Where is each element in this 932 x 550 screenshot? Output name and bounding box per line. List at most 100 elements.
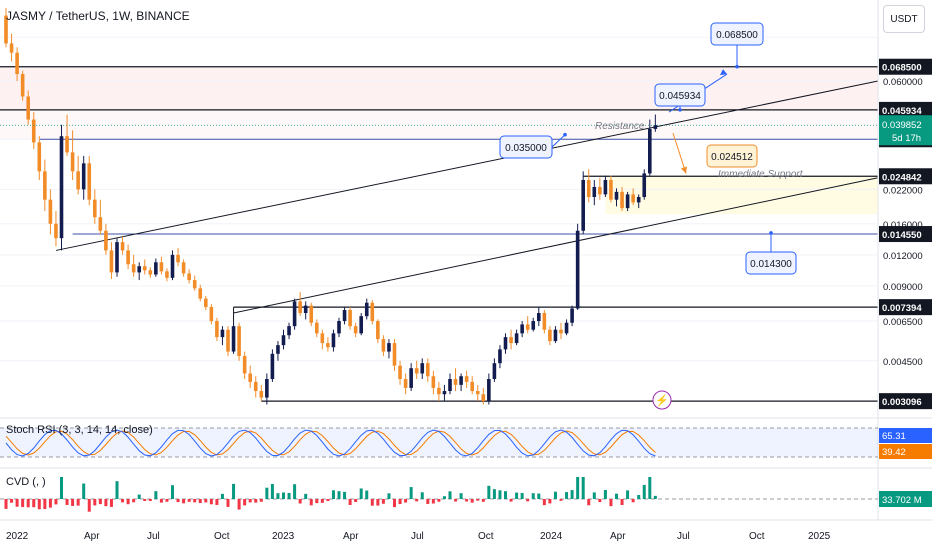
target-0459-callout-text: 0.045934 (659, 91, 701, 102)
candle-body (642, 173, 647, 198)
target-0685-callout: 0.068500 (710, 22, 764, 46)
candle (76, 155, 80, 195)
candle (20, 70, 25, 101)
cvd-bar (648, 477, 652, 499)
level-price-tag: 0.024842 (879, 168, 932, 185)
cvd-bar (87, 499, 91, 512)
candle-body (237, 326, 241, 357)
cvd-bar (359, 488, 363, 499)
candle (525, 316, 530, 334)
candle-body (320, 333, 325, 344)
candle-body (226, 329, 230, 352)
cvd-bar (276, 493, 280, 499)
target-0459-callout: 0.045934 (654, 83, 706, 107)
candle (231, 322, 236, 354)
candle-body (192, 280, 197, 289)
candle (570, 305, 574, 327)
cvd-bar (442, 496, 446, 499)
cvd-bar (515, 492, 519, 499)
cvd-bar (581, 477, 585, 499)
candle-body (220, 329, 225, 338)
cvd-bar (71, 499, 75, 506)
candle (581, 171, 585, 235)
cvd-bar (387, 493, 391, 499)
level-tag-bg (879, 393, 932, 410)
candle-body (631, 194, 635, 203)
candle-body (442, 391, 447, 395)
candle-body (376, 321, 380, 340)
candle (342, 307, 347, 325)
candle (326, 337, 330, 352)
candle (31, 112, 36, 149)
x-tick-label: Jul (147, 531, 160, 542)
candle (181, 259, 186, 277)
candle (43, 159, 47, 212)
candle-body (520, 324, 524, 334)
candle-body (253, 381, 258, 392)
candle-body (609, 179, 613, 200)
cvd-bar (215, 499, 219, 505)
candle (98, 199, 103, 235)
candle-body (448, 379, 452, 392)
candle-body (248, 373, 252, 382)
candle (392, 339, 397, 371)
x-tick-label: Jul (411, 531, 424, 542)
candle (142, 259, 147, 275)
level-tag-text: 0.024842 (882, 172, 922, 183)
candle-body (259, 391, 264, 398)
stoch-rsi-label: Stoch RSI (3, 3, 14, 14, close) (6, 424, 153, 436)
cvd-bar (448, 491, 452, 499)
candle (481, 387, 486, 405)
candle-body (31, 119, 36, 143)
x-tick-label: Oct (749, 531, 765, 542)
candle-body (43, 171, 47, 200)
x-tick-label: 2022 (6, 531, 29, 542)
cvd-bar (198, 499, 202, 504)
candle (653, 114, 658, 132)
candle-body (215, 321, 219, 338)
candle-body (614, 191, 619, 200)
candle (54, 211, 58, 247)
cvd-bar (631, 499, 635, 503)
cvd-bar (82, 483, 86, 499)
candle (320, 329, 325, 350)
candle-body (54, 223, 58, 239)
candle (159, 256, 164, 275)
candle (265, 373, 269, 405)
level-tag-text: 0.045934 (882, 106, 922, 117)
candle (459, 373, 463, 392)
candle-body (231, 326, 236, 352)
cvd-bar (126, 499, 130, 505)
cvd-bar (93, 499, 97, 506)
arrow-up-head (720, 69, 727, 76)
candle-body (187, 273, 191, 281)
candle (109, 242, 114, 279)
currency-button[interactable]: USDT (883, 5, 925, 33)
candle-body (204, 298, 208, 308)
cvd-bar (4, 499, 8, 509)
level-035-callout: 0.035000 (499, 135, 553, 159)
cvd-bar (431, 499, 435, 504)
candle (220, 326, 225, 346)
candle-body (303, 305, 308, 314)
candle (331, 329, 336, 352)
candle (592, 179, 597, 206)
cvd-bar (492, 489, 496, 499)
x-tick-label: 2023 (272, 531, 295, 542)
cvd-bar (653, 495, 657, 499)
stoch-band (0, 428, 878, 457)
cvd-bar (237, 499, 241, 510)
candle-body (531, 321, 536, 330)
candle (448, 373, 452, 395)
candle (542, 310, 547, 334)
candle-body (598, 186, 602, 195)
candle (437, 381, 441, 402)
candle (215, 317, 219, 342)
candle-body (653, 125, 658, 129)
cvd-bar (76, 499, 80, 506)
candle-body (131, 264, 136, 273)
candle (381, 335, 386, 357)
cvd-bar (10, 499, 14, 503)
candle (309, 302, 314, 327)
